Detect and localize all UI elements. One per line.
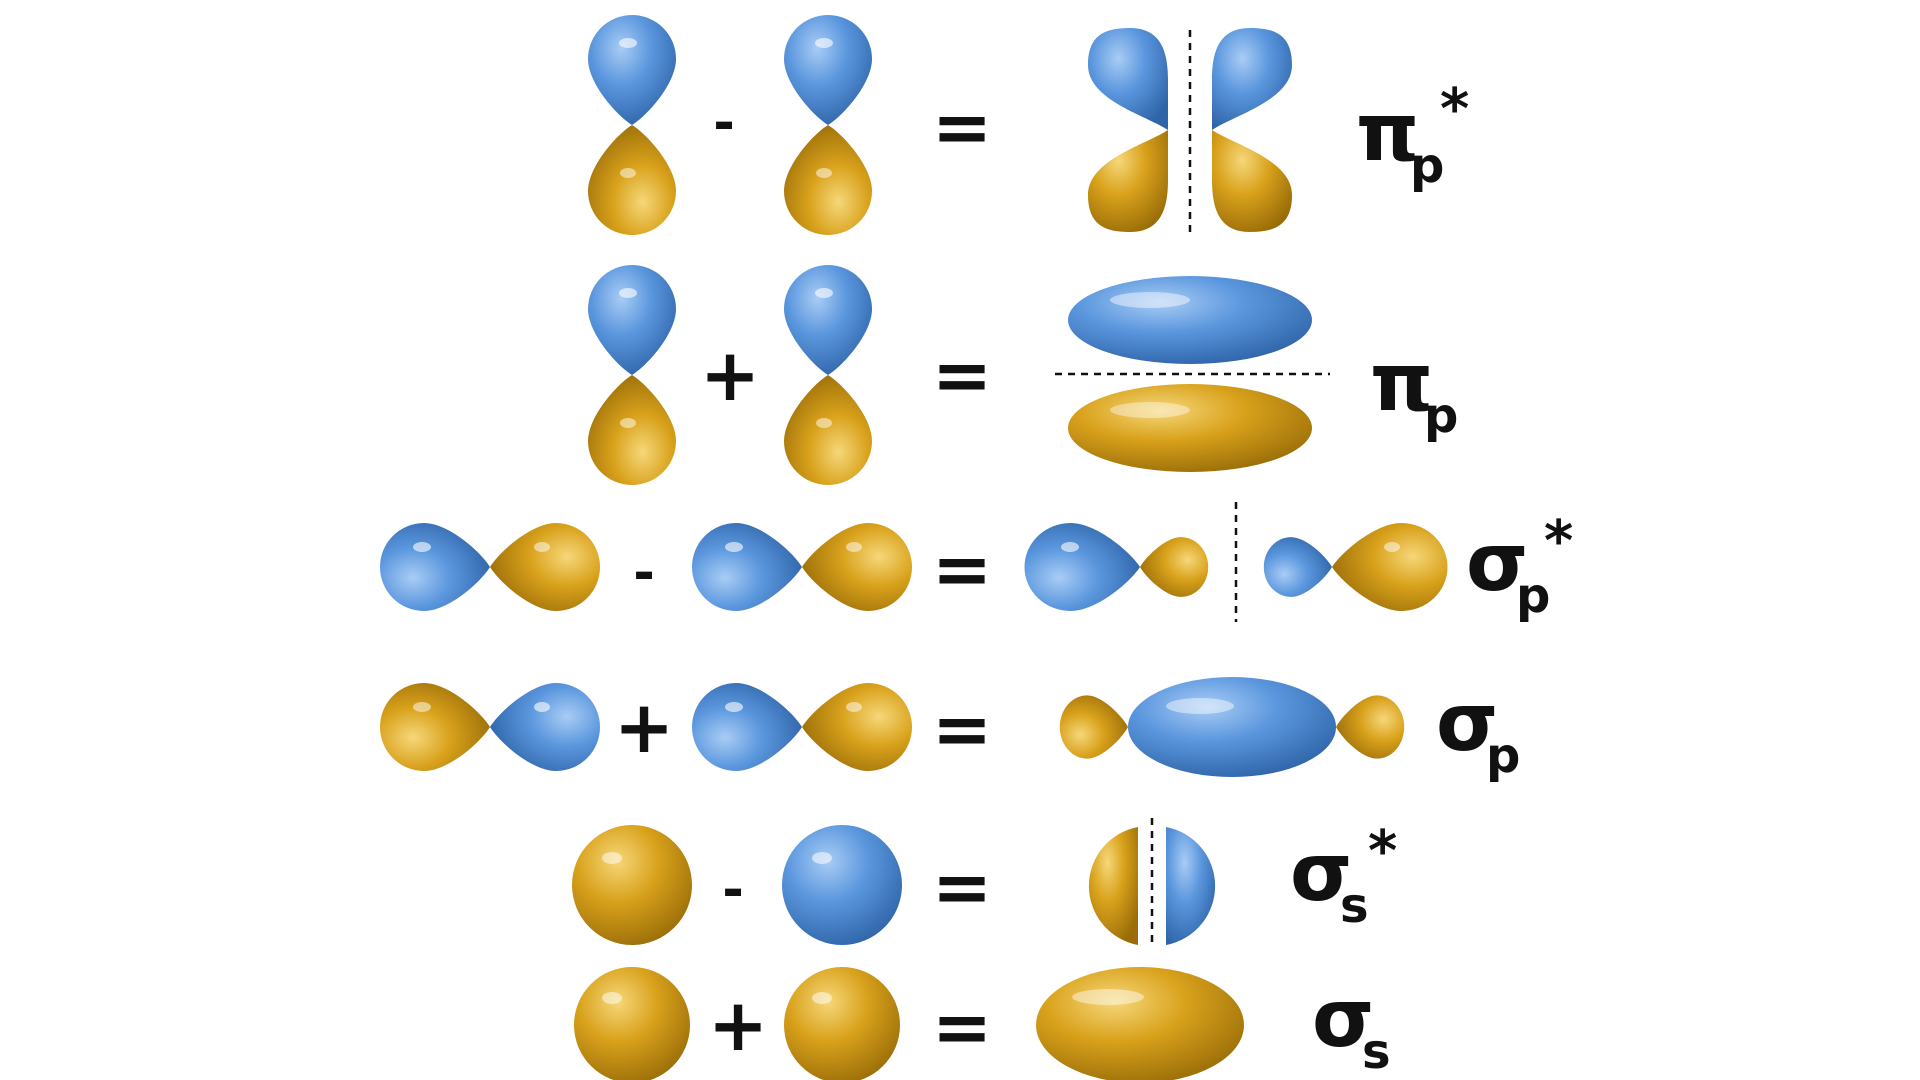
orbital-label-main: σ [1466,516,1528,609]
row-pi-p: + = π p [588,265,1458,485]
lobe-negative [1036,967,1244,1080]
row-sigma-p-star: - = σ p * [380,502,1573,624]
lobe-positive [782,825,902,945]
plus-operator: + [614,685,674,769]
orbital-label-sub: s [1340,878,1369,934]
row-sigma-s-star: - = σ s * [572,818,1397,945]
p-orbital-vertical-left [588,15,676,235]
lobe-negative [588,375,676,485]
row-sigma-s: + = σ s [574,967,1391,1080]
minus-operator: - [633,543,655,603]
row-sigma-p: + = σ p [380,676,1520,784]
equals-sign: = [932,527,992,611]
orbital-label-sup: * [1368,819,1397,884]
s-orbital-right [782,825,902,945]
lobe-positive [588,265,676,375]
equals-sign: = [932,85,992,169]
p-orbital-horizontal-right [692,683,912,771]
lobe-positive [380,523,490,611]
equals-sign: = [932,687,992,771]
lobe-positive [784,15,872,125]
s-orbital-left [572,825,692,945]
lobe-positive [692,683,802,771]
sigma-antibonding-p-orbital [1024,502,1448,622]
lobe-positive [784,265,872,375]
lobe-negative [1336,695,1405,759]
lobe-negative [1068,384,1312,472]
lobe-negative [380,683,490,771]
orbital-label-sub: s [1362,1024,1391,1080]
p-orbital-vertical-left [588,265,676,485]
svg-text:π: π [1356,86,1419,179]
sigma-bonding-s-orbital [1036,967,1244,1080]
orbital-label-main: σ [1312,972,1374,1065]
minus-operator: - [713,93,735,153]
orbital-label-sub: p [1424,388,1458,444]
lobe-negative [1088,130,1168,232]
s-orbital-left [574,967,690,1080]
s-orbital-right [784,967,900,1080]
p-orbital-horizontal-left [380,683,600,771]
lobe-positive [588,15,676,125]
lobe-positive [692,523,802,611]
lobe-positive [490,683,600,771]
lobe-negative [1059,695,1128,759]
lobe-negative [1140,537,1209,597]
orbital-label-main: σ [1290,826,1352,919]
lobe-negative [588,125,676,235]
orbital-label-sup: * [1440,77,1469,142]
minus-operator: - [722,860,744,920]
orbital-label-main: σ [1436,676,1498,769]
equals-sign: = [932,985,992,1069]
lobe-negative [784,375,872,485]
pi-bonding-orbital [1055,276,1330,472]
lobe-negative [1332,523,1448,611]
row-pi-p-star: - = π p * [588,15,1469,235]
lobe-positive [1212,28,1292,130]
lobe-negative [572,825,692,945]
p-orbital-horizontal-right [692,523,912,611]
sigma-antibonding-s-orbital [1088,818,1216,945]
lobe-negative [802,683,912,771]
p-orbital-horizontal-left [380,523,600,611]
lobe-positive [1068,276,1312,364]
orbital-label-main: π [1370,336,1433,429]
equals-sign: = [932,333,992,417]
lobe-positive [1263,537,1332,597]
lobe-negative [574,967,690,1080]
lobe-negative [1088,827,1138,945]
lobe-positive [1128,677,1336,777]
plus-operator: + [708,983,768,1067]
pi-antibonding-orbital [1088,28,1292,232]
orbital-label-sup: * [1544,509,1573,574]
lobe-positive [1024,523,1140,611]
lobe-negative [1212,130,1292,232]
lobe-positive [1088,28,1168,130]
lobe-negative [784,125,872,235]
lobe-negative [784,967,900,1080]
plus-operator: + [700,333,760,417]
orbital-label-sub: p [1410,138,1444,194]
lobe-positive [1166,827,1216,945]
lobe-negative [802,523,912,611]
lobe-negative [490,523,600,611]
orbital-label-sub: p [1486,728,1520,784]
orbital-label-main: π [1356,86,1419,179]
p-orbital-vertical-right [784,265,872,485]
orbital-label-sub: p [1516,568,1550,624]
p-orbital-vertical-right [784,15,872,235]
equals-sign: = [932,845,992,929]
sigma-bonding-p-orbital [1059,677,1405,777]
